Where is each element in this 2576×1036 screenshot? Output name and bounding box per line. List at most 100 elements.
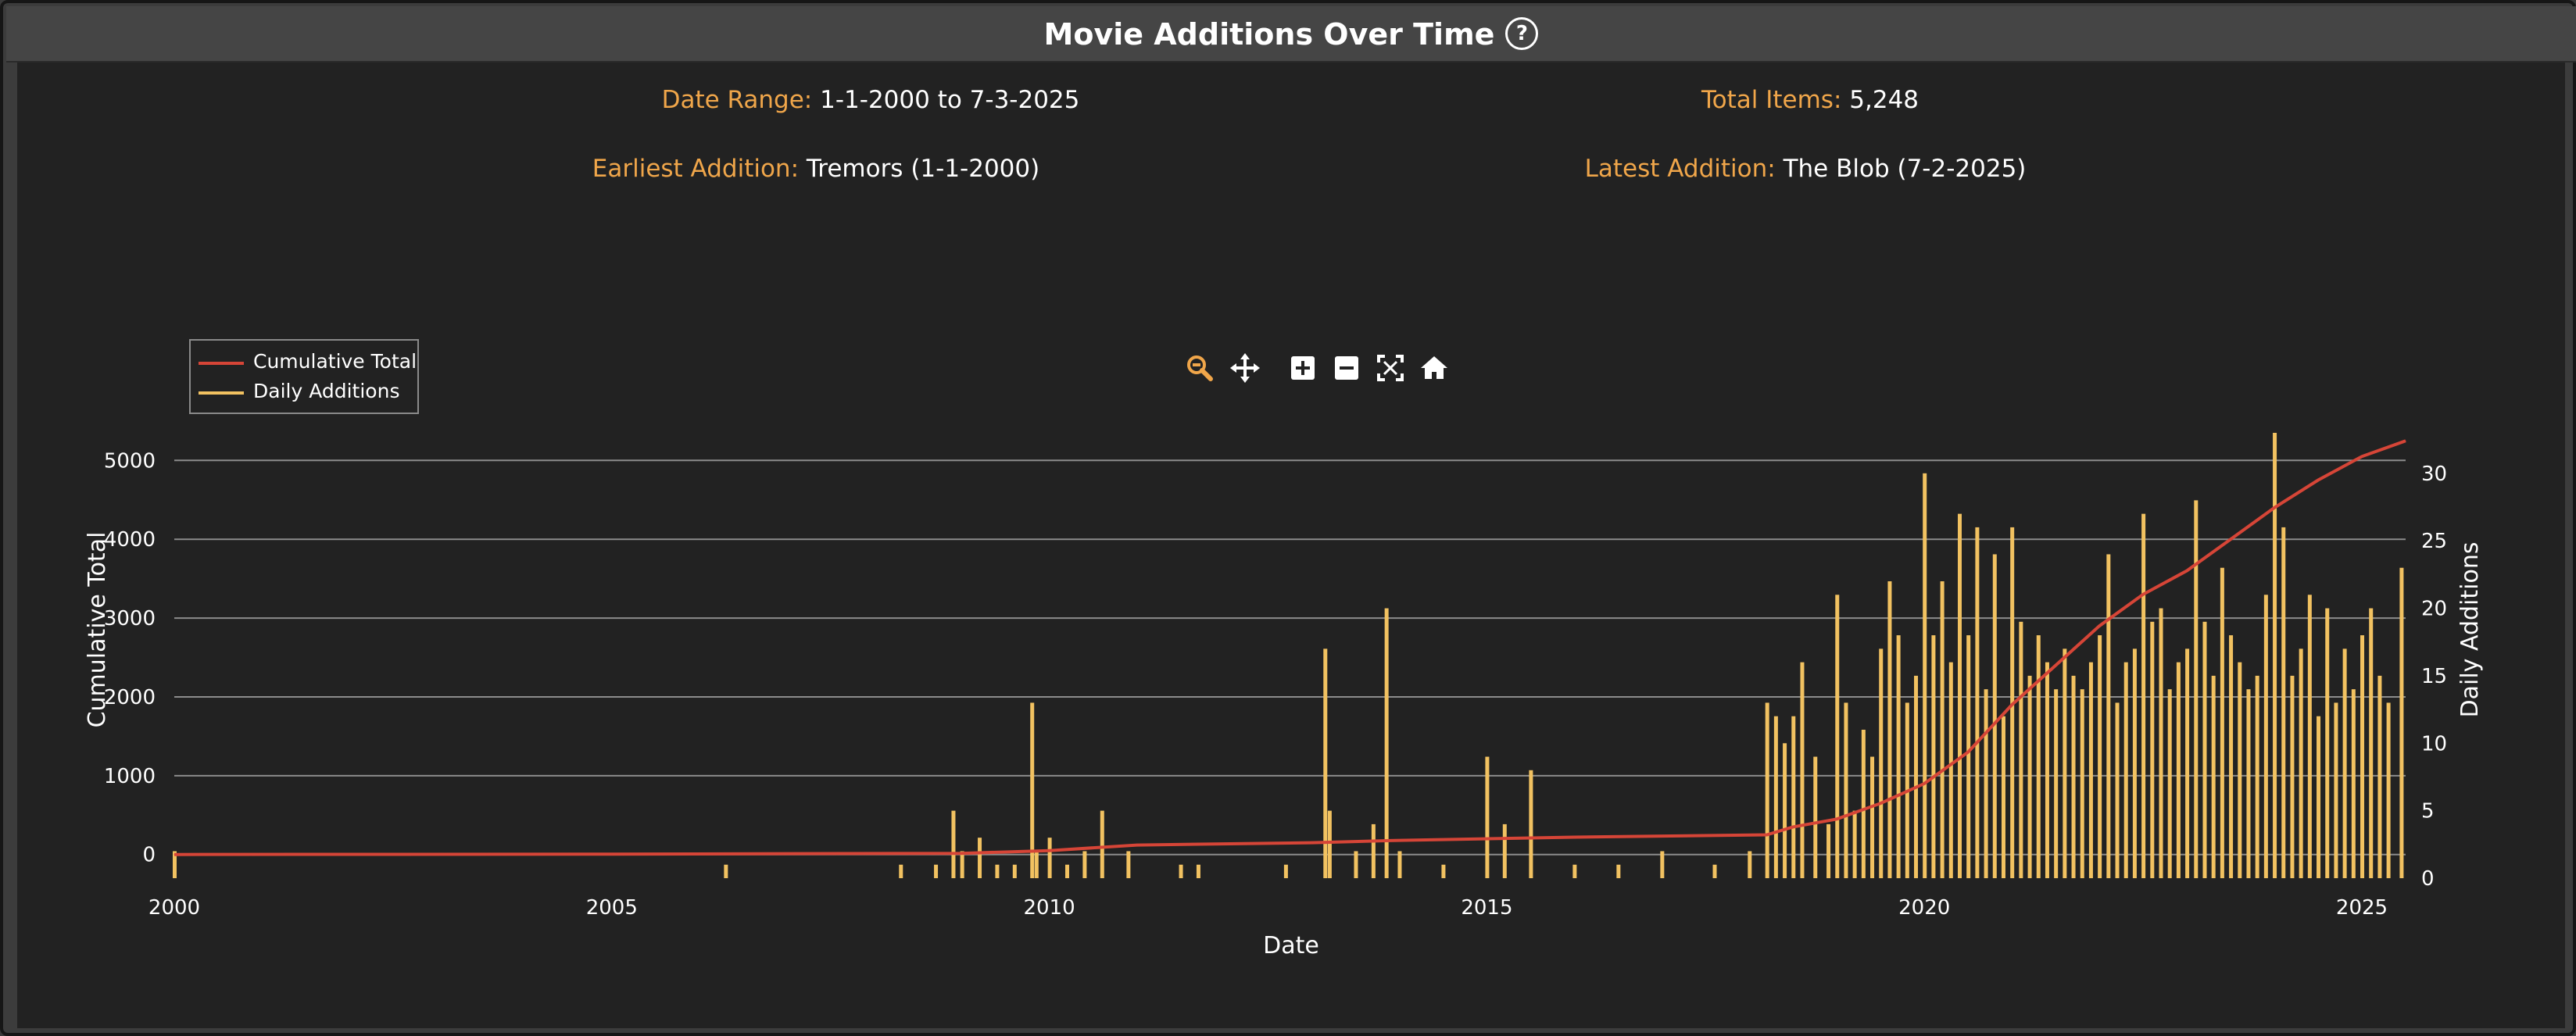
daily-additions-bar: [1791, 716, 1796, 878]
daily-additions-bar: [2054, 689, 2059, 878]
cumulative-total-point: [2361, 455, 2363, 457]
stat-earliest-value: Tremors (1-1-2000): [806, 155, 1040, 183]
zoom-in-icon[interactable]: [1288, 353, 1318, 383]
daily-additions-bar: [2229, 635, 2234, 878]
cumulative-total-point: [2186, 570, 2188, 572]
daily-additions-bar: [1887, 581, 1892, 878]
chart-panel: Date Range: 1-1-2000 to 7-3-2025 Total I…: [17, 63, 2565, 1028]
daily-additions-bar: [1082, 851, 1087, 878]
daily-additions-bar: [1047, 838, 1052, 878]
daily-additions-bar: [173, 851, 177, 878]
daily-additions-bar: [2369, 608, 2374, 878]
daily-additions-bar: [2159, 608, 2163, 878]
title-text: Movie Additions Over Time: [1043, 17, 1495, 52]
cumulative-total-point: [2274, 507, 2275, 509]
daily-additions-bar: [2377, 675, 2382, 878]
daily-additions-bar: [2027, 675, 2032, 878]
legend-label-daily: Daily Additions: [253, 380, 400, 402]
stat-date-range-label: Date Range:: [661, 86, 813, 114]
daily-additions-bar: [2106, 554, 2111, 878]
daily-additions-bar: [1958, 513, 1962, 878]
stat-total-items-label: Total Items:: [1701, 86, 1842, 114]
daily-additions-bar: [1485, 756, 1490, 878]
cumulative-total-line: [174, 439, 2406, 856]
daily-additions-bar: [1940, 581, 1945, 878]
chart-legend[interactable]: Cumulative Total Daily Additions: [189, 339, 419, 414]
daily-additions-bar: [2386, 702, 2391, 878]
daily-additions-bar: [960, 851, 964, 878]
zoom-icon[interactable]: [1185, 353, 1215, 383]
daily-additions-bar: [1992, 554, 1997, 878]
daily-additions-bar: [2001, 716, 2005, 878]
daily-additions-bar: [1323, 648, 1328, 878]
daily-additions-bar: [1529, 770, 1533, 878]
daily-additions-bar: [1012, 864, 1017, 878]
daily-additions-bar: [1660, 851, 1665, 878]
stat-latest-value: The Blob (7-2-2025): [1783, 155, 2027, 183]
daily-additions-bar: [1966, 635, 1971, 878]
question-circle-icon[interactable]: ?: [1505, 16, 1539, 50]
daily-additions-bar: [2334, 702, 2338, 878]
daily-additions-bar: [2342, 648, 2347, 878]
daily-additions-bar: [2132, 648, 2137, 878]
daily-additions-bar: [2167, 689, 2172, 878]
daily-additions-bar: [2045, 662, 2049, 878]
daily-additions-bar: [1502, 823, 1507, 878]
y2-tick-label: 20: [2421, 598, 2447, 621]
daily-additions-bar: [1034, 851, 1039, 878]
daily-additions-bar: [2088, 662, 2093, 878]
y2-tick-label: 25: [2421, 530, 2447, 553]
daily-additions-bar: [1126, 851, 1131, 878]
daily-additions-bar: [1800, 662, 1805, 878]
cumulative-total-point: [1049, 850, 1050, 852]
daily-additions-bar: [1030, 702, 1035, 878]
daily-additions-bar: [2399, 567, 2404, 878]
daily-additions-bar: [2325, 608, 2330, 878]
page-title: Movie Additions Over Time?: [6, 16, 2576, 53]
daily-additions-bar: [1616, 864, 1621, 878]
daily-additions-bar: [1572, 864, 1577, 878]
zoom-out-icon[interactable]: [1332, 353, 1361, 383]
daily-additions-bar: [2019, 621, 2023, 878]
pan-icon[interactable]: [1230, 353, 1260, 383]
y2-tick-label: 5: [2421, 800, 2435, 823]
daily-additions-bar: [2141, 513, 2146, 878]
daily-additions-bar: [2211, 675, 2216, 878]
daily-additions-bar: [1931, 635, 1936, 878]
daily-additions-bar: [1371, 823, 1376, 878]
daily-additions-bar: [2307, 595, 2312, 878]
daily-additions-bar: [2176, 662, 2181, 878]
daily-additions-bar: [2220, 567, 2224, 878]
x-tick-label: 2005: [586, 896, 638, 920]
daily-additions-bar: [1813, 756, 1818, 878]
cumulative-total-point: [1573, 837, 1575, 838]
daily-additions-bar: [2246, 689, 2251, 878]
cumulative-total-point: [2142, 594, 2144, 595]
daily-additions-bar: [2273, 433, 2277, 878]
reset-home-icon[interactable]: [1419, 353, 1449, 383]
cumulative-total-point: [1766, 834, 1768, 836]
stat-total-items-value: 5,248: [1849, 86, 1919, 114]
legend-swatch-cumulative: [199, 362, 244, 365]
daily-additions-bar: [1861, 730, 1866, 878]
cumulative-total-point: [2055, 665, 2056, 666]
daily-additions-bar: [1870, 756, 1875, 878]
daily-additions-bar: [2185, 648, 2190, 878]
stat-date-range: Date Range: 1-1-2000 to 7-3-2025: [662, 86, 1080, 114]
daily-additions-bar: [1179, 864, 1183, 878]
legend-swatch-daily: [199, 391, 244, 395]
title-bar: Movie Additions Over Time?: [6, 6, 2576, 63]
cumulative-total-point: [1398, 840, 1400, 841]
y-tick-label: 5000: [104, 449, 156, 473]
daily-additions-bar: [934, 864, 939, 878]
daily-additions-bar: [1748, 851, 1752, 878]
daily-additions-bar: [2299, 648, 2303, 878]
y2-tick-label: 15: [2421, 665, 2447, 688]
daily-additions-bar: [1283, 864, 1288, 878]
stat-earliest-label: Earliest Addition:: [592, 155, 800, 183]
autoscale-icon[interactable]: [1376, 353, 1405, 383]
daily-additions-bar: [2063, 648, 2067, 878]
daily-additions-bar: [1879, 648, 1884, 878]
x-tick-label: 2025: [2336, 896, 2388, 920]
